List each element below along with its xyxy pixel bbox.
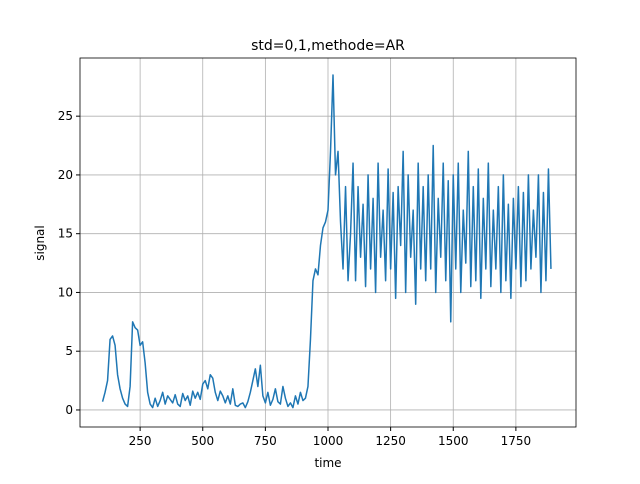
x-tick-label: 1000 xyxy=(313,434,344,448)
plot-frame xyxy=(79,57,577,428)
x-tick-label: 250 xyxy=(129,434,152,448)
y-tick-label: 15 xyxy=(58,227,73,241)
data-line xyxy=(101,74,552,409)
y-tick-label: 20 xyxy=(58,168,73,182)
chart-title: std=0,1,methode=AR xyxy=(251,38,405,54)
y-tick-label: 5 xyxy=(65,344,73,358)
x-tick-label: 1500 xyxy=(438,434,469,448)
y-tick-label: 0 xyxy=(65,403,73,417)
x-tick-label: 750 xyxy=(254,434,277,448)
x-tick-label: 1750 xyxy=(501,434,532,448)
x-tick-label: 1250 xyxy=(375,434,406,448)
y-tick-label: 25 xyxy=(58,109,73,123)
x-axis-label: time xyxy=(314,456,341,470)
y-tick-label: 10 xyxy=(58,285,73,299)
x-tick-label: 500 xyxy=(191,434,214,448)
y-axis-label: signal xyxy=(33,225,47,261)
